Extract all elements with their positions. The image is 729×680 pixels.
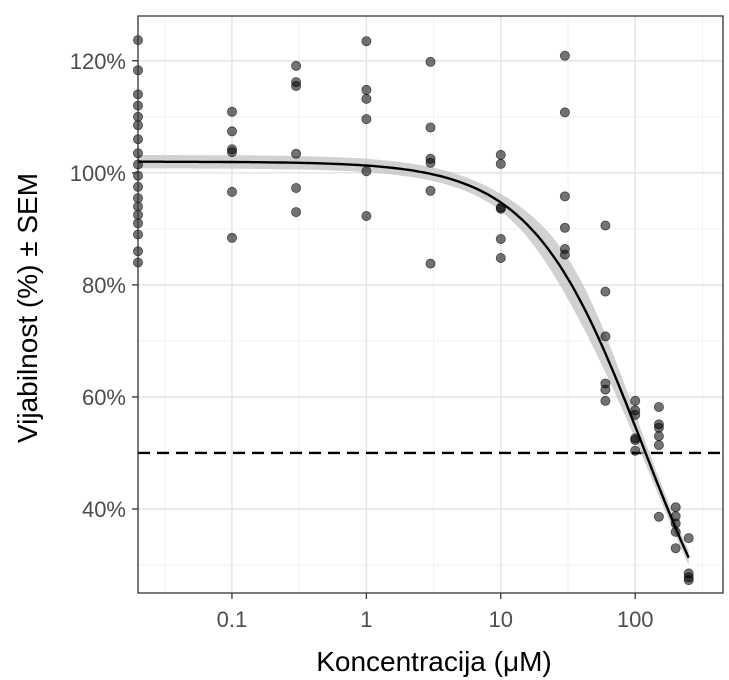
data-point-48 bbox=[559, 50, 570, 61]
data-point-55 bbox=[600, 286, 611, 297]
data-point-41 bbox=[425, 258, 436, 269]
data-point-66 bbox=[653, 401, 664, 412]
data-point-18 bbox=[226, 106, 237, 117]
data-point-34 bbox=[361, 166, 372, 177]
data-point-50 bbox=[559, 191, 570, 202]
fit-curve bbox=[138, 160, 690, 559]
panel-border bbox=[137, 15, 724, 594]
data-point-76 bbox=[670, 543, 681, 554]
data-point-69 bbox=[653, 431, 664, 442]
x-tick-label-0: 0.1 bbox=[217, 607, 248, 632]
y-tick-label-2: 80% bbox=[82, 273, 126, 298]
data-point-23 bbox=[226, 232, 237, 243]
y-axis-title: Vijabilnost (%) ± SEM bbox=[12, 173, 43, 443]
x-tick-label-3: 100 bbox=[617, 607, 654, 632]
data-point-59 bbox=[600, 395, 611, 406]
data-points bbox=[132, 35, 694, 586]
data-point-80 bbox=[683, 575, 694, 586]
y-axis-ticks: 40% 60% 80% 100% 120% bbox=[70, 49, 138, 522]
data-point-24 bbox=[291, 60, 302, 71]
data-point-31 bbox=[361, 84, 372, 95]
data-point-77 bbox=[683, 533, 694, 544]
data-point-49 bbox=[559, 107, 570, 118]
data-point-32 bbox=[361, 93, 372, 104]
data-point-30 bbox=[361, 36, 372, 47]
data-point-60 bbox=[630, 395, 641, 406]
x-axis-title: Koncentracija (μM) bbox=[316, 646, 552, 677]
data-point-43 bbox=[495, 158, 506, 169]
data-point-21 bbox=[226, 147, 237, 158]
y-tick-label-3: 100% bbox=[70, 161, 126, 186]
data-point-68 bbox=[653, 422, 664, 433]
data-point-27 bbox=[291, 148, 302, 159]
confidence-band-group bbox=[138, 155, 689, 565]
x-axis-ticks: 0.1 1 10 100 bbox=[217, 593, 654, 632]
data-point-45 bbox=[495, 203, 506, 214]
fit-curve-group bbox=[138, 160, 690, 559]
data-point-35 bbox=[361, 210, 372, 221]
data-point-19 bbox=[226, 126, 237, 137]
y-tick-label-1: 60% bbox=[82, 385, 126, 410]
data-point-37 bbox=[425, 122, 436, 133]
data-point-33 bbox=[361, 114, 372, 125]
data-point-65 bbox=[630, 445, 641, 456]
data-point-39 bbox=[425, 157, 436, 168]
data-point-53 bbox=[559, 249, 570, 260]
data-point-71 bbox=[653, 511, 664, 522]
data-point-36 bbox=[425, 56, 436, 67]
x-tick-label-1: 1 bbox=[360, 607, 372, 632]
data-point-47 bbox=[495, 252, 506, 263]
data-point-29 bbox=[291, 207, 302, 218]
data-point-70 bbox=[653, 440, 664, 451]
y-tick-label-4: 120% bbox=[70, 49, 126, 74]
data-point-22 bbox=[226, 186, 237, 197]
confidence-band bbox=[138, 155, 689, 565]
grid-minor bbox=[138, 16, 723, 593]
y-tick-label-0: 40% bbox=[82, 497, 126, 522]
data-point-46 bbox=[495, 233, 506, 244]
data-point-28 bbox=[291, 182, 302, 193]
data-point-54 bbox=[600, 220, 611, 231]
x-tick-label-2: 10 bbox=[489, 607, 513, 632]
data-point-58 bbox=[600, 384, 611, 395]
data-point-40 bbox=[425, 185, 436, 196]
data-point-56 bbox=[600, 331, 611, 342]
data-point-26 bbox=[291, 81, 302, 92]
data-point-42 bbox=[495, 149, 506, 160]
data-point-72 bbox=[670, 502, 681, 513]
data-point-51 bbox=[559, 222, 570, 233]
